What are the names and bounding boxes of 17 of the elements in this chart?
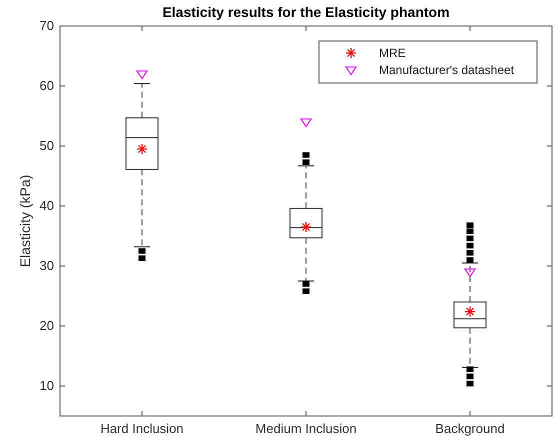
y-tick-label: 60	[40, 78, 54, 93]
x-tick-label: Background	[435, 421, 505, 436]
y-tick-label: 20	[40, 318, 54, 333]
y-tick-label: 70	[40, 18, 54, 33]
legend-label: MRE	[379, 46, 406, 60]
legend-label: Manufacturer's datasheet	[379, 63, 515, 77]
y-axis-title: Elasticity (kPa)	[17, 174, 33, 268]
point	[464, 268, 476, 278]
x-tick-label: Hard Inclusion	[100, 421, 184, 436]
y-tick-label: 30	[40, 258, 54, 273]
chart-title: Elasticity results for the Elasticity phantom	[162, 4, 450, 20]
x-tick-label: Medium Inclusion	[255, 421, 357, 436]
point	[300, 118, 312, 128]
y-tick-label: 40	[40, 198, 54, 213]
y-tick-label: 50	[40, 138, 54, 153]
point	[136, 70, 148, 80]
y-tick-label: 10	[40, 378, 54, 393]
